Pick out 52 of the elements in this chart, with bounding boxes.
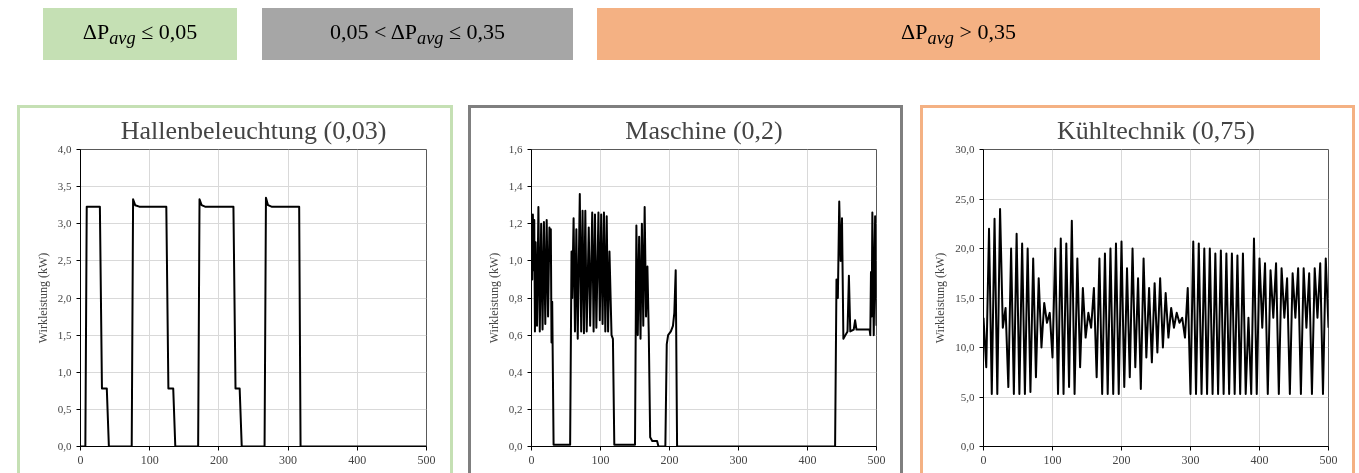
x-tick-label: 300 (729, 452, 748, 467)
x-tick-label: 100 (140, 452, 159, 467)
x-tick-label: 400 (798, 452, 817, 467)
y-tick-label: 15,0 (955, 291, 975, 304)
chart-title: Kühltechnik (0,75) (1057, 115, 1255, 145)
x-tick-label: 500 (867, 452, 886, 467)
y-tick-label: 1,0 (57, 365, 72, 378)
x-tick-label: 100 (591, 452, 610, 467)
y-axis-title: Wirkleistung (kW) (486, 252, 501, 344)
y-tick-label: 0,4 (508, 365, 523, 378)
y-tick-label: 3,0 (57, 217, 72, 230)
chart-title: Hallenbeleuchtung (0,03) (120, 115, 387, 145)
text: ΔP$_{avg}$ ≤ 0,05 (82, 18, 198, 51)
chart-title: Maschine (0,2) (625, 115, 783, 145)
y-tick-label: 1,6 (508, 143, 523, 155)
x-tick-label: 400 (1250, 452, 1269, 467)
y-axis-title: Wirkleistung (kW) (933, 252, 948, 344)
y-tick-label: 1,0 (508, 254, 523, 267)
x-tick-label: 400 (348, 452, 367, 467)
y-tick-label: 4,0 (57, 143, 72, 155)
x-tick-label: 500 (1319, 452, 1338, 467)
text: 0,05 < ΔP$_{avg}$ ≤ 0,35 (329, 18, 506, 51)
y-tick-label: 10,0 (955, 341, 975, 353)
text: ΔP$_{avg}$ > 0,35 (901, 18, 1016, 51)
y-tick-label: 0,6 (508, 328, 523, 341)
y-tick-label: 0,2 (508, 402, 523, 415)
y-tick-label: 0,0 (960, 440, 975, 452)
x-tick-label: 300 (1181, 452, 1200, 467)
y-tick-label: 5,0 (960, 390, 975, 403)
x-tick-label: 0 (77, 452, 84, 467)
x-tick-label: 200 (660, 452, 679, 467)
x-tick-label: 500 (417, 452, 436, 467)
y-tick-label: 30,0 (955, 143, 975, 155)
y-tick-label: 2,0 (57, 291, 72, 304)
x-tick-label: 0 (980, 452, 987, 467)
y-tick-label: 20,0 (955, 242, 975, 254)
x-tick-label: 200 (1112, 452, 1131, 467)
y-tick-label: 0,0 (57, 440, 72, 452)
y-tick-label: 1,2 (508, 217, 523, 230)
y-tick-label: 1,5 (57, 328, 72, 341)
y-tick-label: 0,0 (508, 440, 523, 452)
x-tick-label: 0 (528, 452, 535, 467)
y-tick-label: 0,5 (57, 402, 72, 415)
y-tick-label: 1,4 (508, 180, 523, 193)
y-tick-label: 3,5 (57, 180, 72, 193)
y-tick-label: 0,8 (508, 291, 523, 304)
y-axis-title: Wirkleistung (kW) (35, 252, 50, 344)
y-tick-label: 25,0 (955, 192, 975, 205)
x-tick-label: 200 (209, 452, 228, 467)
y-tick-label: 2,5 (57, 254, 72, 267)
x-tick-label: 100 (1043, 452, 1062, 467)
x-tick-label: 300 (279, 452, 298, 467)
